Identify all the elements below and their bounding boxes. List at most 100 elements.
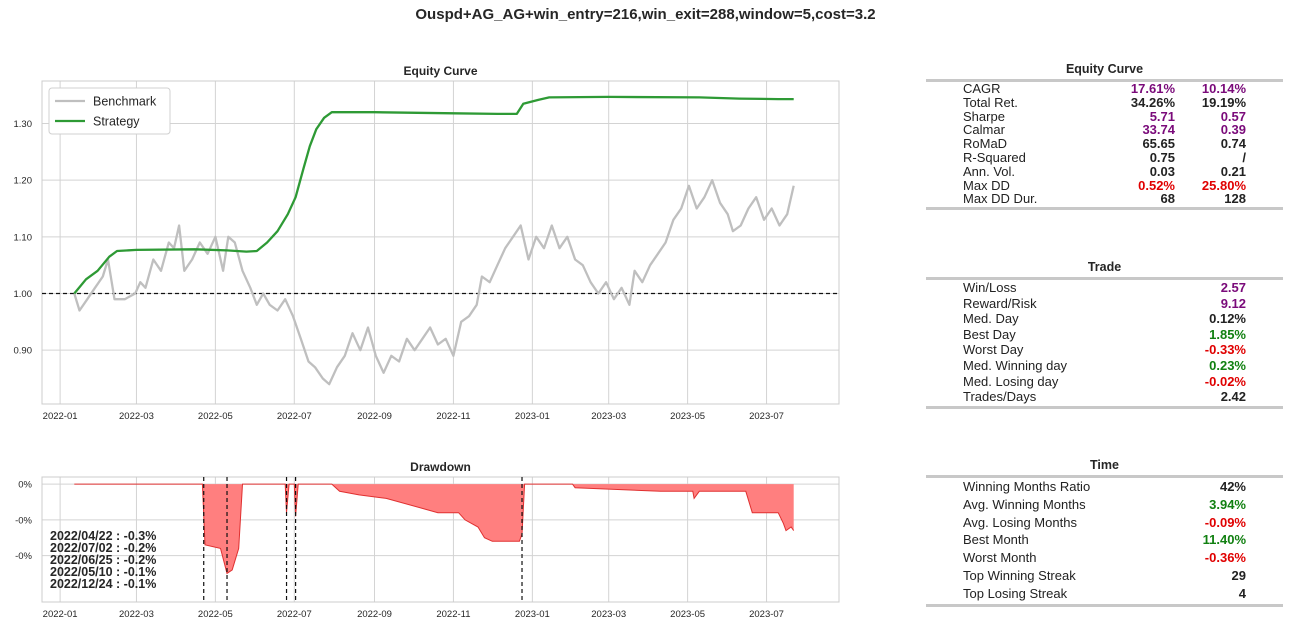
- stats-label: Calmar: [963, 122, 1005, 138]
- x-tick-label: 2022-05: [198, 609, 233, 620]
- y-tick-label: 0.90: [14, 346, 33, 357]
- stats-table-top-rule: [926, 79, 1283, 82]
- stats-benchmark-value: 25.80%: [1201, 177, 1246, 193]
- stats-row: R-Squared 0.75 /: [963, 151, 1253, 165]
- stats-label: Best Day: [963, 326, 1016, 342]
- stats-label: Reward/Risk: [963, 295, 1037, 311]
- y-tick-label: 0%: [18, 480, 32, 491]
- stats-benchmark-value: 10.14%: [1201, 81, 1246, 96]
- stats-row: RoMaD 65.65 0.74: [963, 137, 1253, 151]
- stats-value: 4: [1238, 585, 1246, 601]
- stats-row: Reward/Risk 9.12: [963, 296, 1253, 312]
- stats-benchmark-value: 0.21: [1220, 163, 1246, 179]
- stats-table-title: Equity Curve: [1065, 62, 1144, 76]
- stats-label: Win/Loss: [963, 280, 1017, 295]
- y-tick-label: -0%: [15, 551, 32, 562]
- stats-label: Winning Months Ratio: [963, 479, 1091, 494]
- y-tick-label: 1.00: [14, 289, 33, 300]
- axes-title: Drawdown: [410, 460, 471, 474]
- stats-row: Best Month 11.40%: [963, 531, 1253, 549]
- stats-label: Avg. Losing Months: [963, 514, 1077, 530]
- stats-value: 29: [1231, 568, 1246, 583]
- x-tick-label: 2022-03: [119, 411, 154, 422]
- stats-benchmark-value: 0.57: [1220, 108, 1246, 124]
- stats-row: Best Day 1.85%: [963, 327, 1253, 343]
- drawdown-annotation: 2022/06/25 : -0.2%: [50, 553, 156, 567]
- drawdown-annotation: 2022/04/22 : -0.3%: [50, 529, 156, 543]
- x-tick-label: 2022-07: [277, 609, 312, 620]
- stats-row: Avg. Winning Months 3.94%: [963, 496, 1253, 514]
- stats-row: Med. Winning day 0.23%: [963, 358, 1253, 374]
- stats-table-top-rule: [926, 475, 1283, 478]
- stats-row: Win/Loss 2.57: [963, 280, 1253, 296]
- drawdown-annotation: 2022/07/02 : -0.2%: [50, 541, 156, 555]
- stats-label: RoMaD: [963, 136, 1008, 152]
- stats-row: Med. Day 0.12%: [963, 311, 1253, 327]
- y-tick-label: 1.20: [14, 176, 33, 187]
- axes-title: Equity Curve: [403, 64, 477, 78]
- stats-benchmark-value: 19.19%: [1201, 94, 1246, 110]
- legend-label: Benchmark: [93, 95, 157, 109]
- x-tick-label: 2022-09: [357, 411, 392, 422]
- stats-value: 2.57: [1220, 280, 1246, 295]
- stats-value: 0.03: [1149, 163, 1175, 179]
- plot-frame: [41, 80, 840, 405]
- drawdown-area: [74, 484, 794, 574]
- stats-label: CAGR: [963, 81, 1001, 96]
- stats-table-bottom-rule: [926, 405, 1283, 409]
- x-tick-label: 2023-05: [670, 609, 705, 620]
- x-tick-label: 2022-07: [277, 411, 312, 422]
- stats-label: Total Ret.: [963, 94, 1018, 110]
- x-tick-label: 2023-07: [749, 609, 784, 620]
- stats-benchmark-value: 0.74: [1220, 136, 1246, 152]
- legend-label: Strategy: [93, 115, 140, 129]
- stats-table-title: Trade: [1087, 260, 1122, 274]
- stats-table: Win/Loss 2.57 Reward/Risk 9.12 Med. Day 0.12%…: [963, 280, 1253, 405]
- stats-value: 68: [1160, 191, 1175, 207]
- stats-row: Top Losing Streak 4: [963, 585, 1253, 603]
- x-tick-label: 2023-01: [515, 609, 550, 620]
- stats-label: Med. Day: [963, 311, 1019, 327]
- stats-value: 5.71: [1149, 108, 1175, 124]
- x-tick-label: 2023-03: [591, 411, 626, 422]
- stats-label: Avg. Winning Months: [963, 496, 1086, 512]
- x-tick-label: 2023-07: [749, 411, 784, 422]
- stats-value: 0.12%: [1209, 311, 1246, 327]
- stats-table: CAGR 17.61% 10.14% Total Ret. 34.26% 19.19% Sh…: [963, 82, 1253, 206]
- series-line-benchmark: [73, 179, 795, 386]
- stats-value: 65.65: [1142, 136, 1175, 152]
- drawdown-line: [74, 483, 795, 575]
- stats-value: 3.94%: [1209, 496, 1246, 512]
- x-tick-label: 2022-11: [436, 411, 470, 422]
- stats-row: Worst Month -0.36%: [963, 549, 1253, 567]
- stats-row: Avg. Losing Months -0.09%: [963, 514, 1253, 532]
- stats-label: Trades/Days: [963, 389, 1037, 405]
- drawdown-annotation: 2022/05/10 : -0.1%: [50, 565, 156, 579]
- series-line-strategy: [73, 95, 794, 295]
- x-tick-label: 2023-01: [515, 411, 550, 422]
- stats-value: 34.26%: [1130, 94, 1175, 110]
- x-tick-label: 2022-03: [119, 609, 154, 620]
- stats-value: -0.09%: [1204, 514, 1246, 530]
- stats-benchmark-value: /: [1242, 150, 1246, 165]
- stats-label: Sharpe: [963, 108, 1005, 124]
- stats-value: 33.74: [1142, 122, 1175, 138]
- stats-row: Max DD 0.52% 25.80%: [963, 177, 1253, 193]
- x-tick-label: 2022-05: [198, 411, 233, 422]
- stats-row: Calmar 33.74 0.39: [963, 123, 1253, 137]
- stats-table-bottom-rule: [926, 603, 1283, 607]
- stats-value: 2.42: [1220, 389, 1246, 405]
- stats-benchmark-value: 128: [1224, 191, 1246, 207]
- stats-label: Max DD: [963, 177, 1010, 193]
- stats-label: Worst Month: [963, 550, 1037, 566]
- x-tick-label: 2022-01: [43, 411, 78, 422]
- x-tick-label: 2022-09: [357, 609, 392, 620]
- legend-box: [48, 87, 171, 135]
- stats-row: Winning Months Ratio 42%: [963, 478, 1253, 496]
- stats-label: Worst Day: [963, 342, 1024, 358]
- stats-table-top-rule: [926, 277, 1283, 280]
- stats-row: CAGR 17.61% 10.14%: [963, 82, 1253, 96]
- x-tick-label: 2022-01: [43, 609, 78, 620]
- stats-row: Worst Day -0.33%: [963, 342, 1253, 358]
